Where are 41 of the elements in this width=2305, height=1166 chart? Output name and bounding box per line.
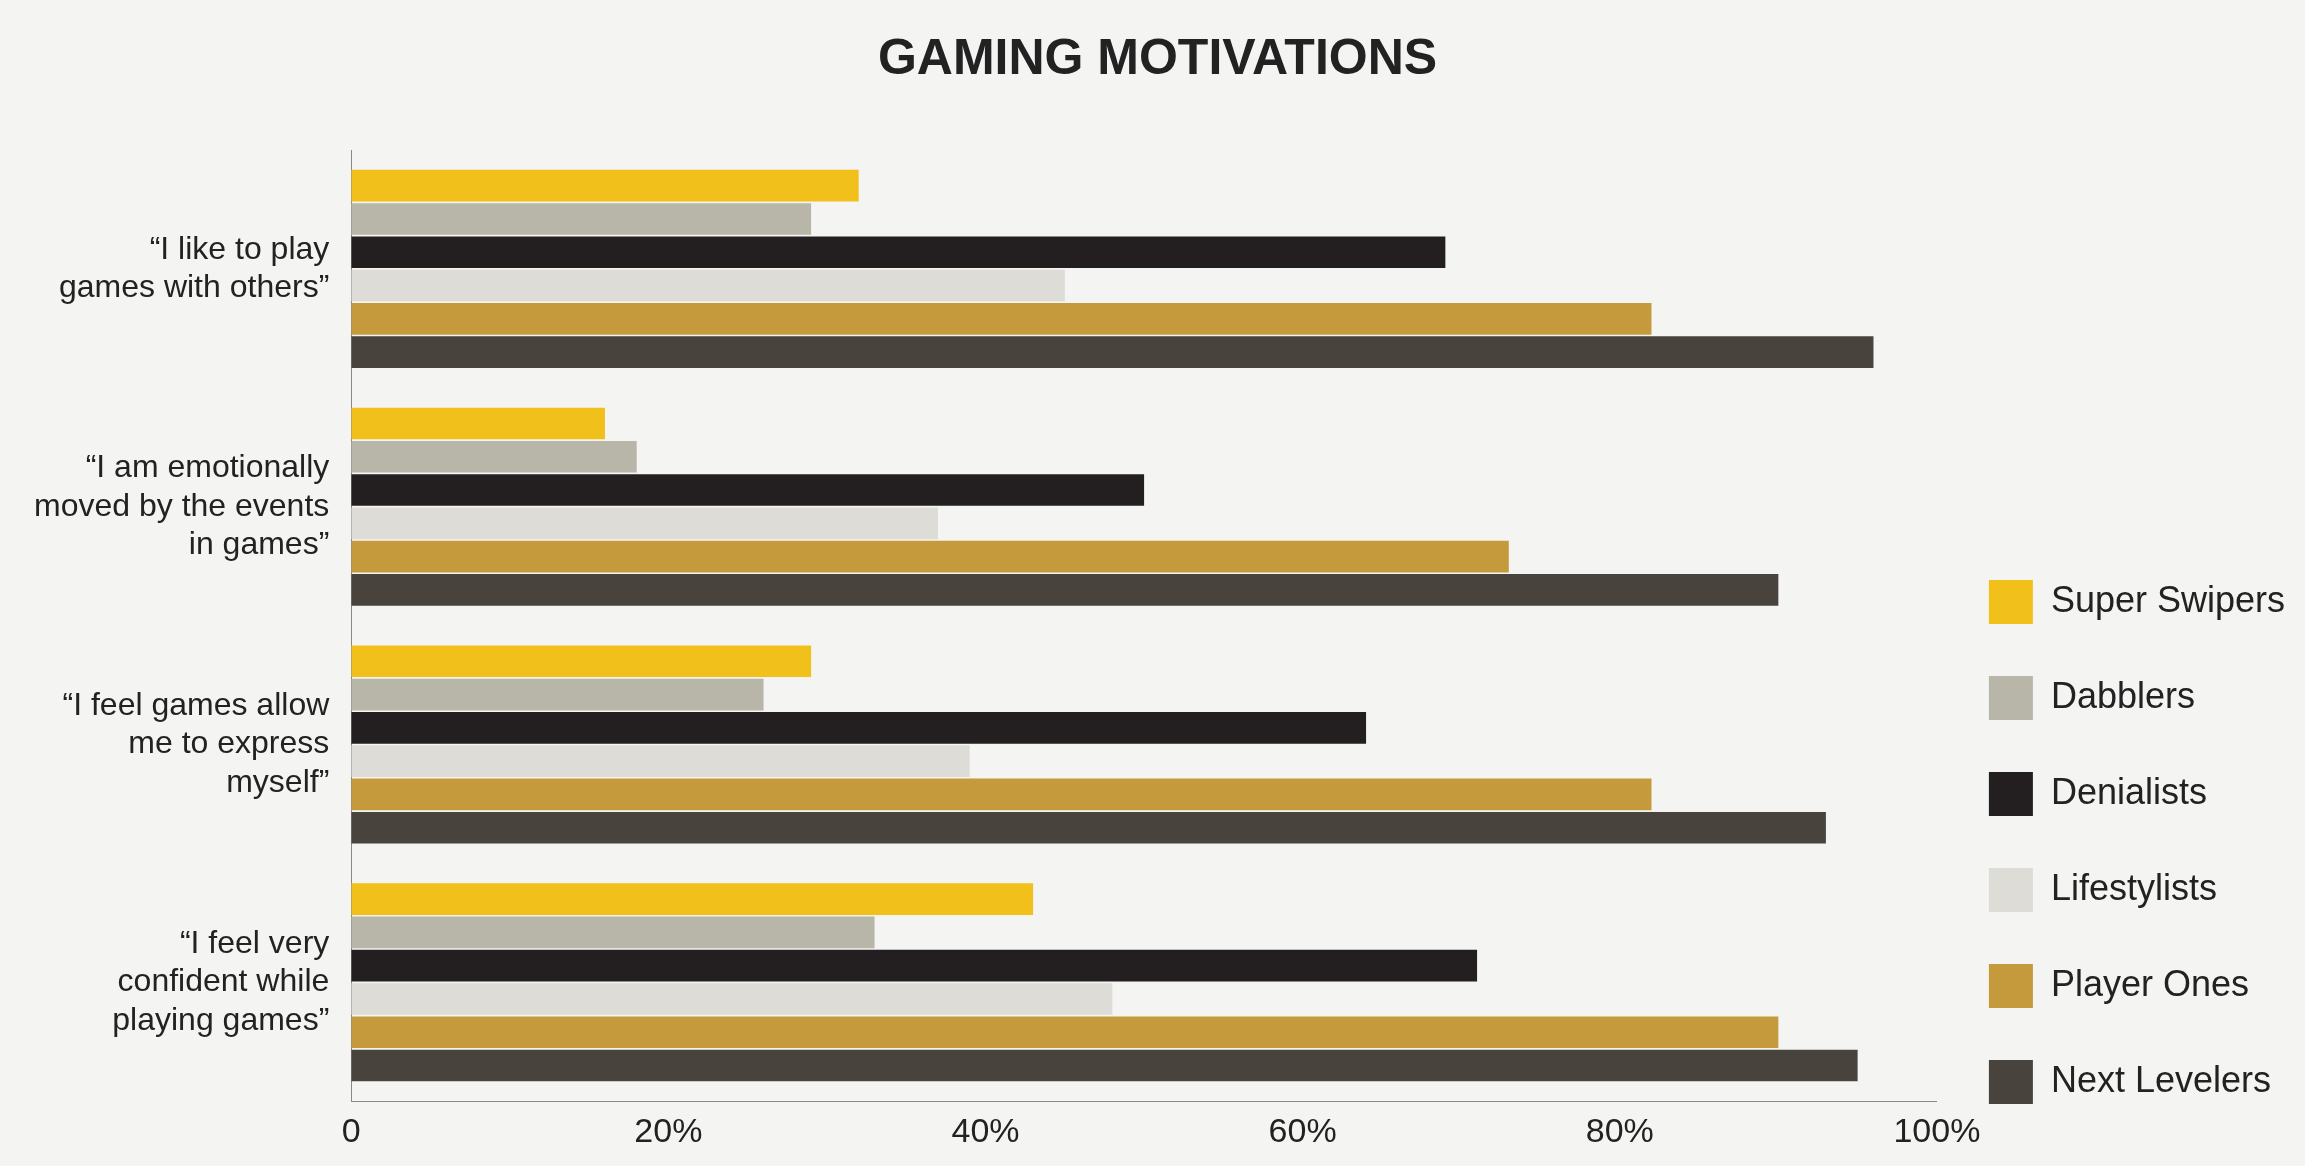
bar <box>351 983 1113 1015</box>
bar <box>351 712 1367 744</box>
bar <box>351 883 1034 915</box>
x-tick-label: 100% <box>1893 1110 1981 1149</box>
bar <box>351 540 1509 573</box>
bar <box>351 916 875 949</box>
bar <box>351 507 938 540</box>
bar <box>351 678 764 711</box>
bar <box>351 1016 1779 1049</box>
legend-label: Super Swipers <box>2050 578 2285 620</box>
bar <box>351 407 605 440</box>
bar <box>351 236 1446 269</box>
bar <box>351 645 812 678</box>
x-tick-label: 40% <box>951 1110 1020 1149</box>
y-tick-label: “I am emotionally moved by the events in games” <box>34 448 330 561</box>
y-tick-label: “I feel games allow me to express myself” <box>62 685 331 799</box>
x-tick-label: 60% <box>1268 1110 1337 1149</box>
bar <box>351 474 1145 506</box>
legend-label: Denialists <box>2050 770 2207 812</box>
legend-label: Next Levelers <box>2050 1058 2271 1100</box>
bar <box>351 1049 1858 1082</box>
bar <box>351 169 859 202</box>
chart-title: GAMING MOTIVATIONS <box>877 28 1438 85</box>
bar <box>351 336 1874 368</box>
bar <box>351 440 637 473</box>
bar <box>351 303 1652 335</box>
bar <box>351 778 1652 811</box>
bar <box>351 269 1065 302</box>
x-tick-label: 20% <box>634 1110 703 1149</box>
bar <box>351 574 1779 606</box>
x-tick-label: 0 <box>341 1110 361 1149</box>
bar <box>351 949 1478 982</box>
y-tick-label: “I like to play games with others” <box>58 229 330 304</box>
bar <box>351 811 1826 844</box>
x-tick-label: 80% <box>1585 1110 1654 1149</box>
y-tick-label: “I feel very confident while playing games” <box>112 923 330 1037</box>
legend-label: Player Ones <box>2050 962 2249 1004</box>
bar <box>351 745 970 777</box>
bar <box>351 203 812 235</box>
legend-label: Dabblers <box>2050 674 2195 716</box>
legend-label: Lifestylists <box>2050 866 2217 908</box>
